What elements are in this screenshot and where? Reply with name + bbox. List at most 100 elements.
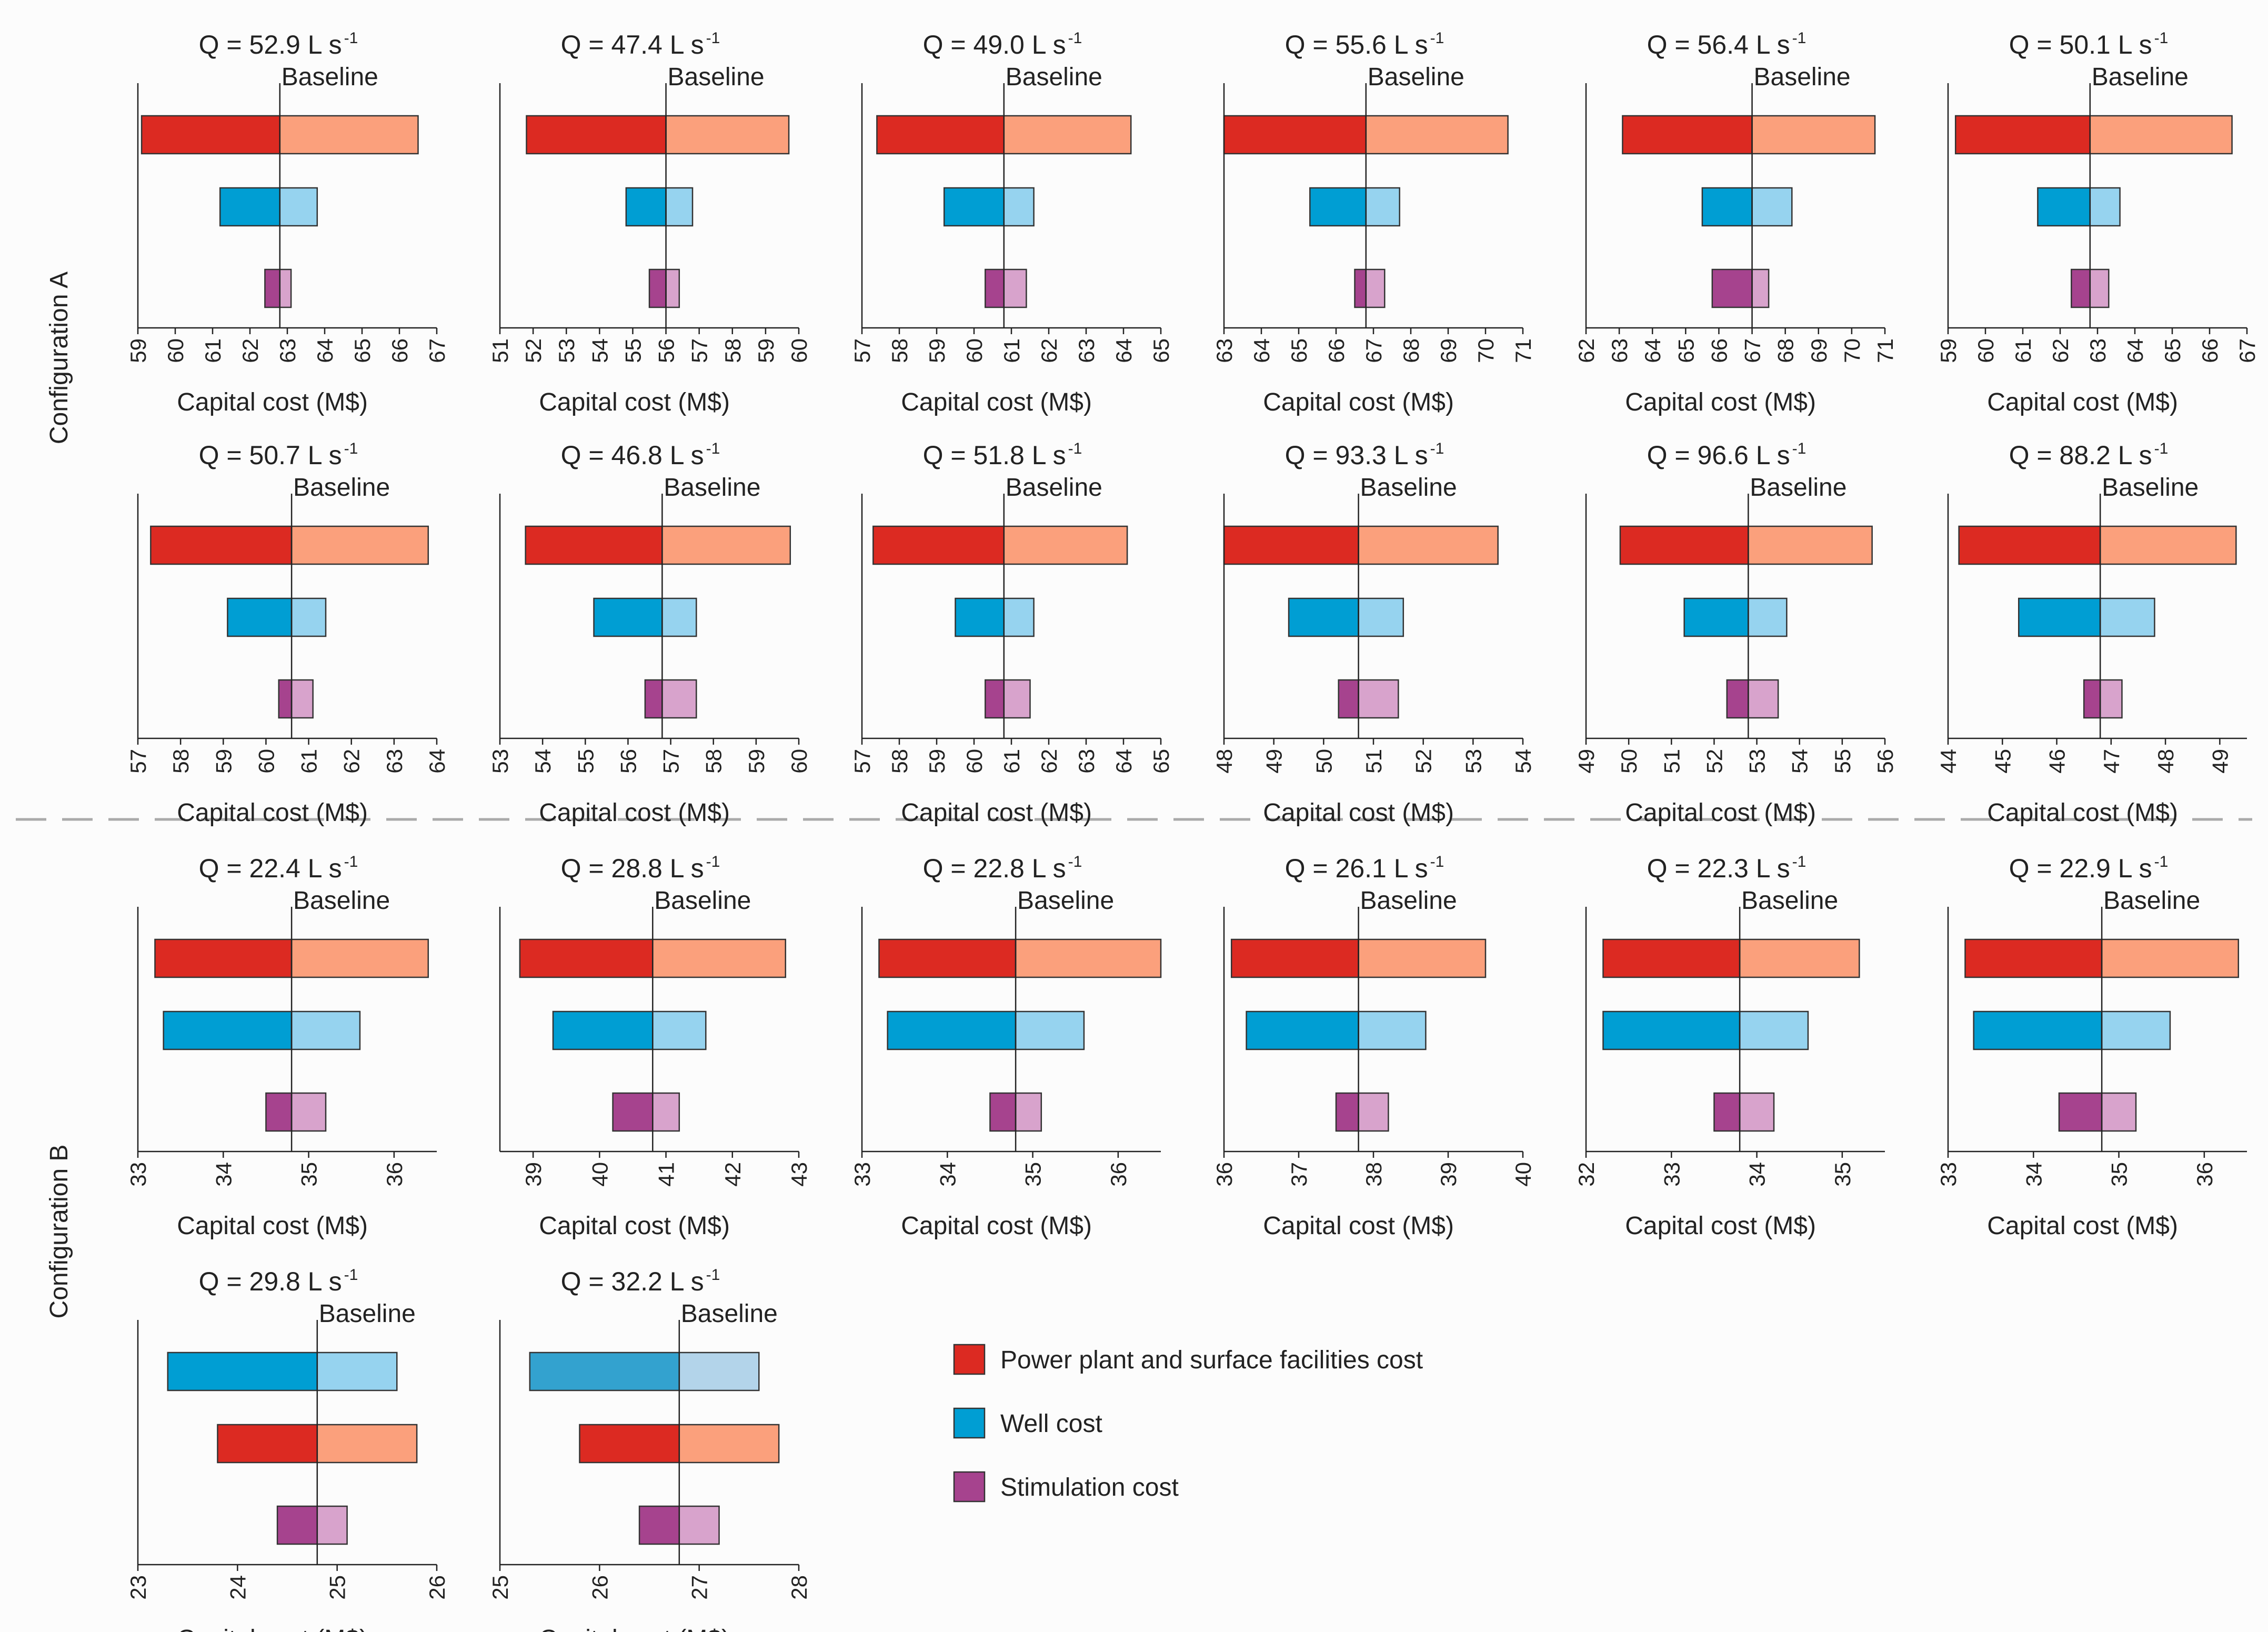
bar-well-low (2018, 597, 2101, 637)
chart-panel: Q = 52.9 L s -1 Baseline 59 60 61 62 63 64 65 66 67… (126, 29, 449, 416)
x-tick-label: 60 (962, 338, 987, 363)
bar-power-low (1619, 525, 1749, 565)
bar-well-high (1003, 597, 1035, 637)
baseline-label: Baseline (664, 474, 760, 502)
bar-well-low (2037, 187, 2091, 227)
x-tick-label: 36 (1212, 1162, 1237, 1187)
baseline-label: Baseline (1360, 474, 1457, 502)
x-tick-label: 69 (1807, 338, 1831, 363)
bar-stim-low (1711, 268, 1753, 308)
bar-stim-low (264, 268, 281, 308)
x-tick-label: 60 (962, 749, 987, 774)
bar-power-high (2099, 525, 2237, 565)
baseline-label: Baseline (2103, 887, 2200, 915)
bar-well-low (887, 1010, 1017, 1050)
chart-panel: Q = 55.6 L s -1 Baseline 63 64 65 66 67 68 69 70 71… (1212, 29, 1536, 416)
panel-title: Q = 55.6 L s -1 (1285, 29, 1444, 59)
panel-title: Q = 29.8 L s -1 (199, 1266, 358, 1296)
x-tick-label: 65 (1149, 749, 1173, 774)
x-tick-label: 69 (1436, 338, 1461, 363)
x-tick-label: 58 (168, 749, 193, 774)
bar-stim-high (2101, 1092, 2137, 1132)
bar-power-low (1954, 115, 2091, 155)
x-axis-label: Capital cost (M$) (177, 388, 368, 416)
x-tick-label: 33 (1936, 1162, 1961, 1187)
x-tick-label: 51 (1659, 749, 1684, 774)
x-tick-label: 68 (1773, 338, 1798, 363)
legend-item-well: Well cost (953, 1407, 1102, 1439)
x-axis-label: Capital cost (M$) (177, 1212, 368, 1240)
panel-title: Q = 46.8 L s -1 (561, 440, 720, 470)
x-tick-label: 66 (2197, 338, 2222, 363)
x-tick-label: 49 (2207, 749, 2232, 774)
x-axis-label: Capital cost (M$) (539, 388, 730, 416)
x-tick-label: 33 (126, 1162, 150, 1187)
bar-stim-low (2058, 1092, 2103, 1132)
x-axis-label: Capital cost (M$) (1263, 388, 1454, 416)
baseline-label: Baseline (667, 63, 764, 91)
bar-power-low (1602, 938, 1741, 978)
x-tick-label: 66 (387, 338, 412, 363)
x-tick-label: 38 (1361, 1162, 1386, 1187)
bar-stim-low (638, 1505, 680, 1545)
chart-panel: Q = 22.9 L s -1 Baseline 33 34 35 36 Capital co… (1936, 853, 2247, 1240)
bar-stim-low (644, 679, 663, 719)
x-tick-label: 61 (999, 749, 1024, 774)
x-tick-label: 25 (488, 1575, 513, 1600)
x-tick-label: 62 (339, 749, 364, 774)
x-tick-label: 34 (2021, 1162, 2046, 1187)
x-tick-label: 59 (925, 749, 949, 774)
bar-power-high (1015, 938, 1162, 978)
x-tick-label: 36 (1106, 1162, 1131, 1187)
bar-well-low (1309, 187, 1367, 227)
x-tick-label: 67 (1361, 338, 1386, 363)
chart-panel: Q = 22.4 L s -1 Baseline 33 34 35 36 Capital co… (126, 853, 437, 1240)
x-tick-label: 60 (163, 338, 188, 363)
x-tick-label: 43 (787, 1162, 811, 1187)
x-tick-label: 62 (2048, 338, 2073, 363)
chart-panel: Q = 88.2 L s -1 Baseline 44 45 46 47 48 49 Capita… (1936, 440, 2247, 827)
x-axis-label: Capital cost (M$) (1987, 388, 2178, 416)
x-tick-label: 68 (1399, 338, 1423, 363)
baseline-label: Baseline (1368, 63, 1464, 91)
x-tick-label: 34 (935, 1162, 960, 1187)
bar-stim-high (1751, 268, 1770, 308)
x-tick-label: 55 (573, 749, 598, 774)
bar-well-low (219, 187, 281, 227)
x-tick-label: 62 (238, 338, 263, 363)
panel-title: Q = 47.4 L s -1 (561, 29, 720, 59)
x-tick-label: 60 (787, 338, 811, 363)
x-axis-label: Capital cost (M$) (1987, 799, 2178, 827)
bar-stim-high (1015, 1092, 1042, 1132)
x-axis-label: Capital cost (M$) (1987, 1212, 2178, 1240)
x-tick-label: 57 (659, 749, 684, 774)
bar-power-low (1223, 115, 1367, 155)
chart-panel: Q = 49.0 L s -1 Baseline 57 58 59 60 61 62 63 64 65… (850, 29, 1173, 416)
bar-well-low (1602, 1010, 1741, 1050)
legend-label-well: Well cost (1000, 1410, 1102, 1438)
x-tick-label: 39 (521, 1162, 546, 1187)
bar-well-high (652, 1010, 707, 1050)
baseline-label: Baseline (1017, 887, 1114, 915)
baseline-label: Baseline (681, 1300, 778, 1328)
bar-well-high (1015, 1010, 1085, 1050)
x-tick-label: 40 (1511, 1162, 1536, 1187)
bar-power-high (290, 938, 429, 978)
configuration-b-label: Configuration B (45, 1145, 73, 1319)
x-tick-label: 57 (126, 749, 150, 774)
bar-well-high (1739, 1010, 1809, 1050)
bar-stim-high (1748, 679, 1779, 719)
x-tick-label: 23 (126, 1575, 150, 1600)
chart-panel: Q = 26.1 L s -1 Baseline 36 37 38 39 40 Capital … (1212, 853, 1536, 1240)
baseline-label: Baseline (654, 887, 751, 915)
x-axis-label: Capital cost (M$) (1263, 799, 1454, 827)
chart-panel: Q = 32.2 L s-1 Baseline 25 26 27 28 Capital co… (488, 1266, 811, 1632)
bar-power-low (154, 938, 293, 978)
x-tick-label: 26 (587, 1575, 612, 1600)
x-tick-label: 55 (620, 338, 645, 363)
x-tick-label: 44 (1936, 749, 1961, 774)
bar-well-low (1683, 597, 1749, 637)
bar-well-high (1358, 597, 1404, 637)
x-tick-label: 32 (1574, 1162, 1599, 1187)
